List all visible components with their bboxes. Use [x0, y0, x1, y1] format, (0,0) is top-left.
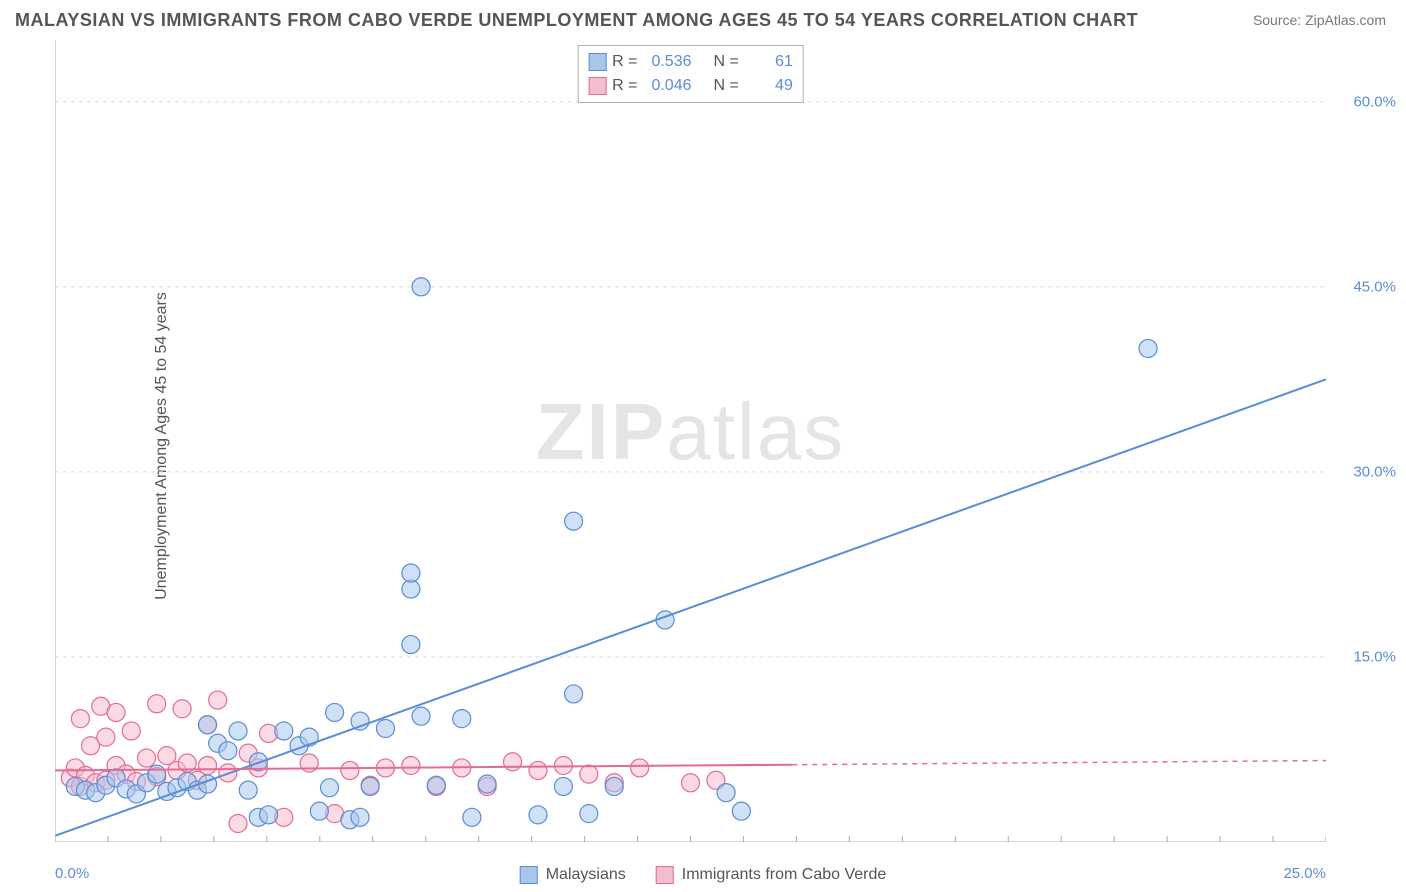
scatter-plot	[55, 40, 1326, 842]
gridlines	[55, 102, 1326, 657]
y-tick-label: 45.0%	[1353, 278, 1396, 295]
n-label: N =	[714, 77, 739, 95]
n-value-cabo-verde: 49	[745, 77, 793, 95]
legend-label: Immigrants from Cabo Verde	[682, 866, 887, 884]
correlation-stats-legend: R = 0.536 N = 61 R = 0.046 N = 49	[577, 45, 804, 103]
r-value-cabo-verde: 0.046	[644, 77, 692, 95]
series-legend: Malaysians Immigrants from Cabo Verde	[520, 866, 887, 884]
r-label: R =	[612, 53, 637, 71]
r-value-malaysians: 0.536	[644, 53, 692, 71]
legend-item-malaysians: Malaysians	[520, 866, 626, 884]
n-label: N =	[714, 53, 739, 71]
chart-title: MALAYSIAN VS IMMIGRANTS FROM CABO VERDE …	[15, 10, 1138, 31]
x-tick-label: 0.0%	[55, 865, 89, 882]
y-tick-label: 15.0%	[1353, 648, 1396, 665]
series-malaysians	[66, 278, 1157, 829]
series-cabo-verde	[61, 691, 725, 832]
trend-lines	[55, 379, 1326, 836]
n-value-malaysians: 61	[745, 53, 793, 71]
legend-label: Malaysians	[546, 866, 626, 884]
swatch-cabo-verde	[588, 77, 606, 95]
r-label: R =	[612, 77, 637, 95]
y-tick-label: 60.0%	[1353, 93, 1396, 110]
axes	[55, 40, 1326, 842]
chart-area: ZIPatlas R = 0.536 N = 61 R = 0.046 N = …	[55, 40, 1326, 842]
legend-item-cabo-verde: Immigrants from Cabo Verde	[656, 866, 887, 884]
swatch-malaysians	[588, 53, 606, 71]
swatch-cabo-verde	[656, 866, 674, 884]
swatch-malaysians	[520, 866, 538, 884]
source-attribution: Source: ZipAtlas.com	[1253, 12, 1386, 28]
stats-row-cabo-verde: R = 0.046 N = 49	[588, 74, 793, 98]
stats-row-malaysians: R = 0.536 N = 61	[588, 50, 793, 74]
y-tick-label: 30.0%	[1353, 463, 1396, 480]
x-tick-label: 25.0%	[1283, 865, 1326, 882]
